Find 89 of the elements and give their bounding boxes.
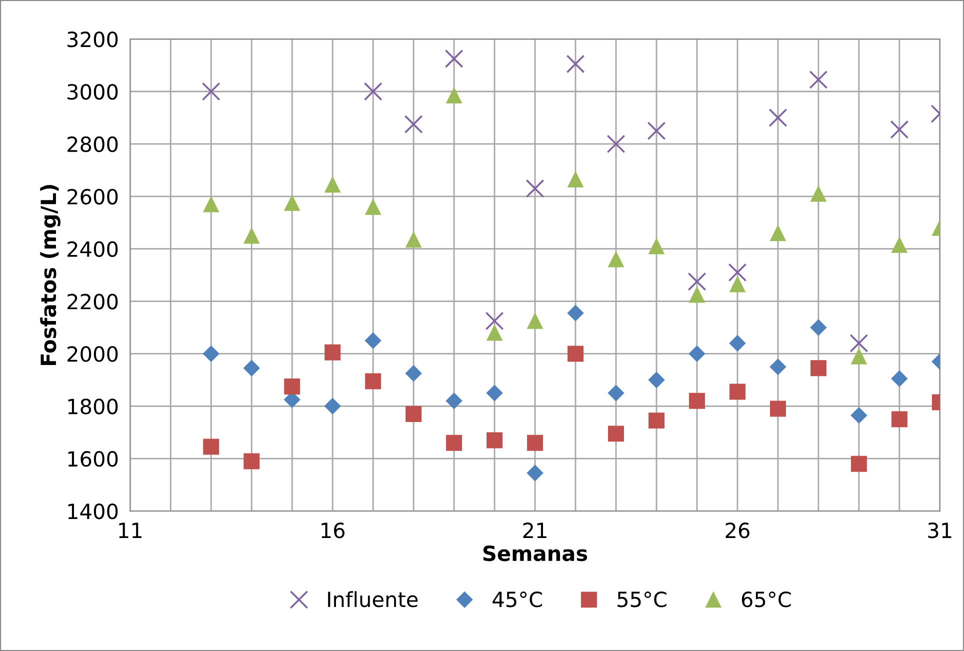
point (567, 304, 584, 322)
point (648, 412, 664, 429)
point (891, 236, 908, 253)
y-tick-label: 1600 (68, 451, 118, 467)
point (890, 120, 909, 139)
x-tick-label: 26 (726, 522, 750, 538)
point (406, 406, 422, 422)
point (446, 434, 462, 451)
y-tick-label: 2400 (68, 241, 118, 258)
point (244, 228, 260, 244)
y-axis-title: Fosfatos (mg/L) (40, 184, 60, 365)
point (688, 272, 706, 291)
point (203, 438, 220, 455)
point (364, 332, 382, 349)
point (405, 365, 422, 382)
point (608, 426, 624, 442)
point (688, 346, 706, 362)
y-tick-label: 2000 (68, 346, 118, 362)
point (688, 286, 705, 303)
point (729, 276, 746, 292)
point (891, 411, 908, 428)
point (486, 324, 503, 341)
point (444, 49, 464, 68)
point (606, 134, 626, 154)
point (203, 196, 220, 212)
x-tick-label: 31 (928, 522, 952, 538)
point (810, 360, 826, 376)
point (324, 398, 341, 414)
y-tick-label: 3200 (68, 32, 118, 48)
point (770, 225, 786, 242)
point (810, 186, 826, 202)
point (770, 358, 786, 376)
point (527, 312, 544, 329)
point (526, 179, 544, 198)
point (568, 171, 584, 188)
point (202, 82, 220, 101)
point (324, 176, 341, 193)
point (404, 115, 423, 134)
legend-label: Influente (328, 591, 418, 608)
point (850, 456, 867, 472)
point (810, 319, 827, 336)
point (648, 238, 664, 254)
point (526, 464, 544, 482)
x-tick-label: 21 (523, 522, 546, 538)
point (284, 194, 300, 211)
point (768, 108, 788, 127)
y-tick-label: 3000 (68, 84, 118, 100)
point (728, 263, 747, 282)
point (527, 434, 544, 451)
point (648, 372, 665, 388)
y-tick-label: 2200 (68, 294, 118, 310)
legend-label: 45°C (492, 592, 542, 608)
point (485, 312, 504, 330)
x-axis-title: Semanas (483, 545, 588, 562)
legend-label: 55°C (618, 592, 666, 608)
point (365, 198, 382, 215)
point (891, 370, 908, 387)
legend-label: 65°C (742, 592, 791, 608)
point (202, 346, 220, 362)
point (850, 334, 868, 352)
y-tick-label: 2600 (68, 188, 118, 205)
y-tick-label: 1800 (68, 398, 118, 414)
point (364, 82, 382, 101)
point (608, 251, 624, 268)
point (608, 384, 624, 402)
point (688, 392, 705, 409)
point (284, 378, 300, 394)
point (446, 392, 462, 410)
y-tick-label: 2800 (68, 136, 118, 152)
point (324, 344, 341, 360)
point (568, 346, 584, 362)
point (365, 373, 382, 390)
point (729, 384, 746, 400)
point (486, 384, 503, 402)
point (244, 453, 260, 470)
point (729, 335, 746, 352)
point (647, 122, 666, 140)
point (809, 70, 828, 89)
y-tick-label: 1400 (68, 503, 118, 520)
point (850, 407, 868, 424)
point (406, 232, 422, 248)
x-tick-label: 16 (322, 522, 345, 538)
point (850, 348, 867, 364)
point (770, 400, 786, 417)
point (486, 432, 503, 448)
point (566, 54, 585, 74)
x-tick-label: 11 (119, 522, 142, 538)
point (243, 360, 260, 376)
point (446, 87, 462, 104)
